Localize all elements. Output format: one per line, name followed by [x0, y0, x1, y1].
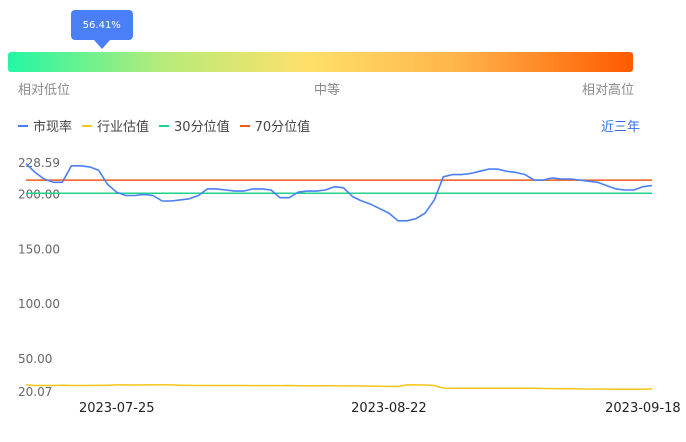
valuation-line-chart: 228.59 200.00 150.00 100.00 50.00 20.07 2023-0… [18, 156, 681, 416]
legend-item-pcf[interactable]: 市现率 [18, 116, 72, 135]
range-selector[interactable]: 近三年 [600, 120, 640, 135]
low-label: 相对低位 [18, 83, 71, 98]
valuation-gradient-bar [8, 52, 633, 72]
high-label: 相对高位 [582, 83, 635, 98]
legend-label-industry: 行业估值 [97, 120, 150, 135]
mid-label: 中等 [314, 83, 341, 98]
percentile-tooltip: 56.41% [70, 10, 133, 40]
y-tick-label: 228.59 [18, 156, 60, 170]
x-tick-label: 2023-08-22 [351, 401, 427, 416]
pcf-series-line [25, 163, 653, 222]
legend-label-p30: 30分位值 [174, 120, 230, 135]
y-tick-label: 20.07 [18, 385, 52, 399]
legend-swatch-pcf [18, 124, 28, 127]
y-tick-label: 50.00 [18, 352, 52, 366]
percentile-value: 56.41% [82, 19, 121, 31]
x-tick-label: 2023-09-18 [605, 401, 681, 416]
tooltip-pointer-icon [93, 40, 110, 49]
legend-item-industry[interactable]: 行业估值 [82, 116, 149, 135]
legend-item-p30[interactable]: 30分位值 [159, 116, 230, 135]
legend-item-p70[interactable]: 70分位值 [239, 116, 311, 135]
legend-label-pcf: 市现率 [33, 120, 73, 135]
legend-swatch-p70 [239, 124, 250, 127]
x-tick-label: 2023-07-25 [79, 401, 155, 416]
y-tick-label: 150.00 [18, 242, 60, 256]
y-tick-label: 100.00 [18, 297, 60, 311]
legend-swatch-p30 [159, 124, 170, 127]
y-tick-label: 200.00 [18, 187, 60, 201]
industry-series-line [25, 384, 653, 391]
legend-swatch-industry [82, 124, 93, 127]
legend-label-p70: 70分位值 [254, 120, 311, 135]
chart-legend: 市现率 行业估值 30分位值 70分位值 [18, 116, 320, 135]
